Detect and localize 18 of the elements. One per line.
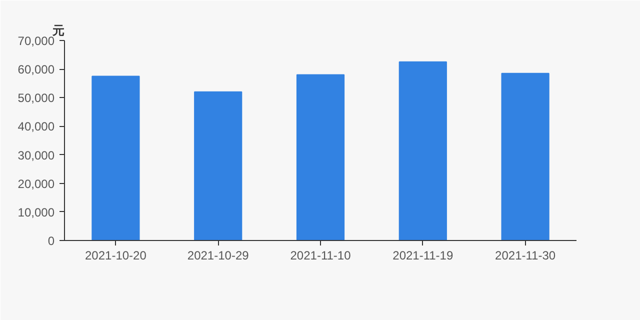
bar <box>92 76 140 240</box>
y-tick-label: 10,000 <box>18 205 55 220</box>
bar <box>501 72 550 240</box>
bar <box>398 61 447 240</box>
y-tick-label: 60,000 <box>18 62 55 77</box>
y-tick-label: 50,000 <box>18 91 55 106</box>
y-tick-label: 40,000 <box>18 120 55 134</box>
x-tick-label: 2021-11-30 <box>495 248 556 262</box>
x-tick-label: 2021-10-20 <box>85 248 147 262</box>
x-tick-label: 2021-11-19 <box>392 248 454 262</box>
x-tick-label: 2021-10-29 <box>187 248 250 262</box>
bar <box>194 91 242 240</box>
y-tick-label: 20,000 <box>18 176 55 191</box>
y-tick-label: 30,000 <box>18 148 55 162</box>
x-tick-label: 2021-11-10 <box>290 248 352 262</box>
y-tick-label: 0 <box>48 234 55 248</box>
bar <box>296 74 345 240</box>
y-axis-title: 元 <box>52 24 64 38</box>
